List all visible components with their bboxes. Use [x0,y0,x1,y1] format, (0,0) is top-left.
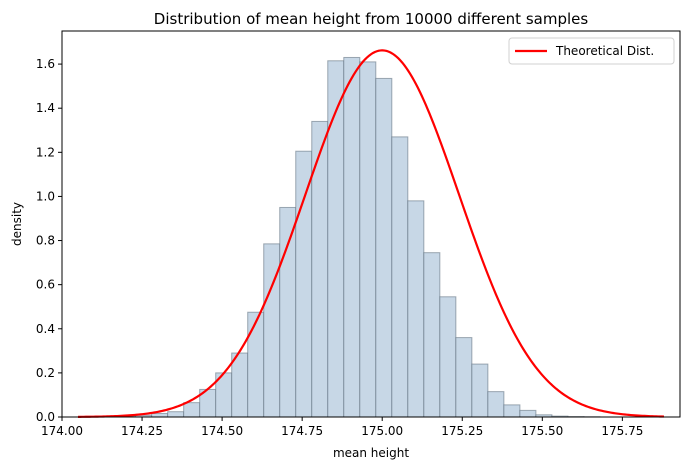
histogram-bar [247,311,265,418]
x-tick-label: 174.25 [121,424,163,438]
histogram-bar [439,296,457,418]
y-tick-label: 1.6 [36,57,55,71]
histogram-bar [231,352,249,418]
histogram-bar [167,411,185,418]
histogram-bar [423,252,441,418]
y-tick-label: 0.4 [36,322,55,336]
histogram-bar [183,402,201,418]
y-axis-title: density [10,202,24,246]
y-tick-label: 0.0 [36,410,55,424]
histogram-bar [407,200,425,418]
x-tick-label: 174.00 [41,424,83,438]
histogram-bar [295,150,313,418]
chart-title: Distribution of mean height from 10000 d… [154,10,589,28]
x-tick-label: 174.50 [201,424,243,438]
x-tick-label: 175.50 [521,424,563,438]
y-tick-label: 0.8 [36,234,55,248]
y-tick-label: 1.0 [36,189,55,203]
histogram-bar [471,363,489,418]
histogram-bar [503,404,521,418]
histogram-bar [455,337,473,418]
histogram-bar [375,77,393,418]
histogram-bar [279,206,297,418]
theoretical-dist-line [78,49,665,418]
y-axis-ticks: 0.0 0.2 0.4 0.6 0.8 1.0 1.2 1.4 1.6 [36,57,62,424]
x-tick-label: 175.00 [361,424,403,438]
x-axis-ticks: 174.00 174.25 174.50 174.75 175.00 175.25 175.… [41,417,643,438]
legend-box [508,37,675,65]
y-tick-label: 0.6 [36,278,55,292]
histogram-bar [391,136,409,418]
plot-frame [61,30,681,418]
y-tick-label: 0.2 [36,366,55,380]
y-tick-label: 1.4 [36,101,55,115]
histogram-bar [311,120,329,418]
histogram-bar [359,61,377,418]
y-tick-label: 1.2 [36,145,55,159]
legend: Theoretical Dist. [508,37,675,65]
histogram-bars [103,56,601,418]
legend-label-theoretical-dist: Theoretical Dist. [555,44,654,58]
histogram-bar [487,391,505,418]
x-tick-label: 174.75 [281,424,323,438]
x-axis-title: mean height [333,446,409,460]
histogram-bar [519,409,537,418]
x-tick-label: 175.75 [601,424,643,438]
histogram-bar [151,412,169,418]
x-tick-label: 175.25 [441,424,483,438]
histogram-bar [343,56,361,418]
